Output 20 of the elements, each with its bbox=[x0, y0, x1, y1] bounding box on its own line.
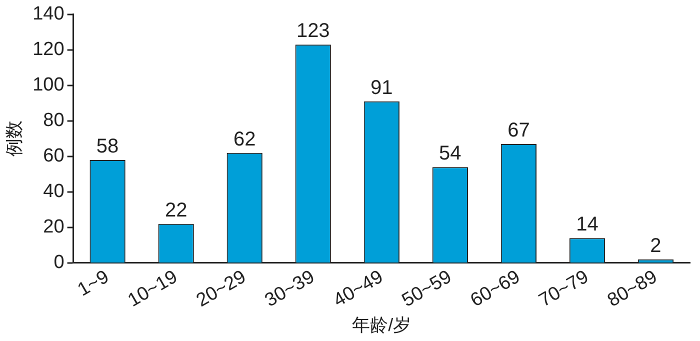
y-tick-label: 60 bbox=[43, 146, 64, 167]
y-tick-label: 120 bbox=[32, 39, 64, 60]
y-tick-label: 140 bbox=[32, 4, 64, 25]
y-tick-label: 40 bbox=[43, 181, 64, 202]
data-label: 123 bbox=[296, 20, 330, 42]
data-label: 58 bbox=[96, 136, 119, 158]
y-tick-label: 80 bbox=[43, 110, 64, 132]
y-tick-label: 20 bbox=[43, 216, 64, 238]
data-label: 22 bbox=[164, 199, 188, 222]
data-label: 67 bbox=[508, 120, 530, 142]
data-label: 91 bbox=[370, 76, 393, 99]
x-tick-label: 1~9 bbox=[74, 266, 113, 301]
x-axis-title: 年龄/岁 bbox=[352, 315, 412, 336]
y-tick-label: 100 bbox=[32, 74, 64, 96]
data-label: 14 bbox=[576, 214, 598, 236]
y-tick-label: 0 bbox=[54, 252, 64, 274]
y-axis-title: 例数 bbox=[4, 120, 24, 157]
data-label: 54 bbox=[439, 142, 462, 165]
data-label: 2 bbox=[650, 234, 662, 257]
data-label: 62 bbox=[233, 128, 256, 150]
